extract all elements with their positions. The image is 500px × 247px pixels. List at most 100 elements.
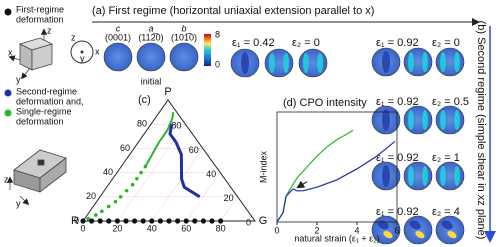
- legend-dot: [4, 109, 12, 117]
- ternary-point: [114, 218, 120, 224]
- tick-label: 0: [74, 215, 79, 225]
- initial-label: initial: [141, 76, 162, 86]
- pole-max: [415, 230, 425, 239]
- panel-title: (c): [138, 94, 151, 106]
- ternary-point: [157, 218, 163, 224]
- x-tick-label: 4: [354, 225, 359, 235]
- tick-label: 20: [86, 191, 96, 201]
- pole-figure: [169, 42, 199, 72]
- pole-max: [382, 51, 390, 73]
- tick-label: 20: [112, 223, 122, 233]
- strain-label: ε₂ = 1: [432, 152, 460, 164]
- block-illustration: [6, 149, 67, 206]
- ternary-point: [149, 218, 155, 224]
- x-tick-label: 0: [274, 225, 279, 235]
- ternary-point: [106, 204, 111, 209]
- ternary-line: [168, 123, 201, 199]
- ternary-point: [132, 218, 138, 224]
- pole-figures: [103, 42, 465, 245]
- ternary-point: [118, 195, 123, 199]
- strain-label: ε₂ = 4: [432, 206, 460, 218]
- ternary-point: [139, 170, 143, 175]
- corner-label: R: [71, 215, 79, 227]
- axis-letter: x: [95, 46, 100, 56]
- tick-label: 60: [181, 223, 191, 233]
- legend-text: deformation and,: [16, 96, 84, 106]
- strain-label: ε₁ = 0.92: [376, 96, 419, 108]
- strain-label: ε₂ = 0.5: [432, 96, 469, 108]
- legend-text: Second-regime: [16, 86, 77, 96]
- legend-text: First-regime: [16, 4, 64, 14]
- panel-title: (d) CPO intensity: [283, 97, 367, 109]
- ternary-point: [218, 218, 224, 224]
- legend-text: deformation: [16, 116, 64, 126]
- coord-circle: [70, 40, 94, 64]
- pole-max: [382, 165, 390, 187]
- pole-max: [409, 220, 421, 230]
- ternary-point: [113, 199, 118, 204]
- ternary-point: [135, 176, 139, 181]
- coord-dot: [80, 50, 84, 54]
- pole-max: [283, 53, 289, 73]
- panel-title: (b) Second regime (simple shear in xz pl…: [475, 21, 487, 240]
- data-line: [276, 129, 354, 223]
- ternary-point: [86, 216, 90, 221]
- pole-max: [408, 110, 414, 130]
- plot-frame: [276, 111, 398, 223]
- ternary-point: [89, 218, 95, 224]
- ternary-point: [140, 218, 146, 224]
- pole-max: [447, 230, 457, 239]
- pole-max: [440, 110, 446, 130]
- tick-label: 60: [189, 145, 199, 155]
- legend-text: Single-regime: [16, 106, 72, 116]
- ternary-point: [130, 182, 135, 187]
- colorbar-label: 0: [215, 59, 220, 69]
- pole-max: [454, 52, 460, 72]
- x-tick-label: 2: [314, 225, 319, 235]
- grid-line: [151, 148, 204, 222]
- ternary-point: [200, 218, 206, 224]
- pole-max: [382, 109, 390, 131]
- pole-max: [454, 110, 460, 130]
- ternary-point: [166, 218, 172, 224]
- pole-max: [408, 166, 414, 186]
- ternary-line: [144, 111, 175, 168]
- axis-letter: z: [4, 174, 9, 184]
- pole-max: [454, 166, 460, 186]
- grid-line: [185, 172, 221, 222]
- tick-label: 80: [171, 121, 181, 131]
- axis-letter: y: [80, 53, 85, 63]
- axis-name: a: [148, 23, 153, 33]
- x-tick-label: 6: [394, 225, 399, 235]
- x-axis-label: natural strain (ε₁ + ε₂): [294, 233, 379, 243]
- pole-max: [408, 52, 414, 72]
- panel-title: (a) First regime (horizontal uniaxial ex…: [92, 5, 374, 17]
- pole-max: [441, 220, 453, 230]
- y-axis-label: M-index: [258, 150, 268, 183]
- ternary-point: [123, 218, 129, 224]
- tick-label: 20: [224, 193, 234, 203]
- corner-label: P: [164, 86, 171, 98]
- pole-figure: [435, 215, 465, 245]
- ternary-point: [100, 209, 104, 214]
- tick-label: 40: [206, 169, 216, 179]
- axis-letter: y: [16, 74, 21, 84]
- line-chart: (d) CPO intensity M-index natural strain (…: [258, 97, 399, 243]
- tick-label: 40: [147, 223, 157, 233]
- data-line: [276, 140, 396, 223]
- axis-letter: z: [71, 32, 76, 42]
- pole-figure: [403, 215, 433, 245]
- pole-max: [422, 166, 428, 186]
- axis-name: b: [181, 23, 186, 33]
- strain-label: ε₁ = 0.42: [232, 37, 275, 49]
- grid-line: [220, 196, 238, 222]
- legend-dot: [4, 8, 12, 16]
- legend-dot: [4, 89, 12, 97]
- pole-max: [269, 53, 275, 73]
- plane-label: (112̅0): [138, 32, 163, 42]
- colorbar: [204, 34, 211, 66]
- axis-letter: z: [47, 25, 52, 35]
- plane-label: (0001): [105, 32, 131, 42]
